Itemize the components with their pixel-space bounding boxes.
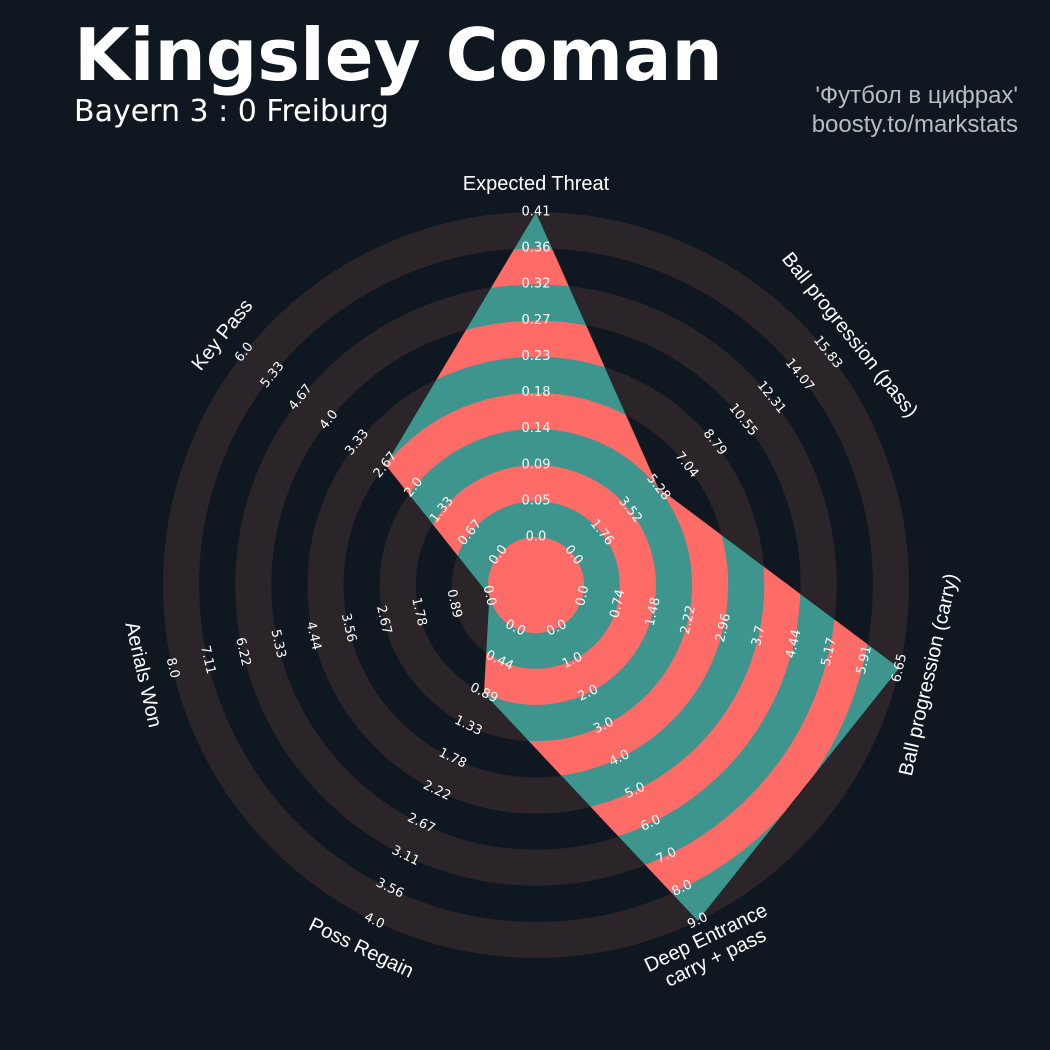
param-label-line: Expected Threat bbox=[463, 173, 610, 195]
tick-label: 0.23 bbox=[522, 349, 551, 364]
tick-label: 0.41 bbox=[522, 205, 551, 220]
credit-block: 'Футбол в цифрах' boosty.to/markstats bbox=[812, 82, 1018, 140]
param-label: Aerials Won bbox=[120, 620, 165, 730]
center-disc bbox=[488, 537, 584, 633]
tick-label: 5.17 bbox=[819, 636, 840, 668]
tick-label: 8.0 bbox=[163, 656, 182, 680]
tick-label: 3.7 bbox=[749, 624, 768, 648]
tick-label: 0.89 bbox=[443, 588, 464, 620]
tick-label: 0.0 bbox=[480, 584, 499, 608]
tick-label: 6.65 bbox=[889, 652, 910, 684]
tick-label: 6.22 bbox=[232, 636, 253, 668]
credit-line-2: boosty.to/markstats bbox=[811, 110, 1018, 138]
credit-line-1: 'Футбол в цифрах' bbox=[815, 82, 1018, 109]
tick-label: 2.22 bbox=[678, 604, 699, 636]
player-name-title: Kingsley Coman bbox=[74, 13, 723, 97]
tick-label: 0.05 bbox=[522, 493, 551, 508]
tick-label: 0.18 bbox=[522, 385, 551, 400]
tick-label: 0.74 bbox=[607, 588, 628, 620]
tick-label: 0.36 bbox=[522, 241, 551, 256]
tick-label: 0.32 bbox=[522, 277, 551, 292]
tick-label: 0.0 bbox=[573, 584, 592, 608]
tick-label: 2.67 bbox=[373, 604, 394, 636]
tick-label: 4.44 bbox=[783, 628, 804, 660]
tick-label: 4.44 bbox=[303, 620, 324, 652]
tick-label: 0.0 bbox=[526, 530, 547, 545]
tick-label: 0.27 bbox=[522, 313, 551, 328]
match-subtitle: Bayern 3 : 0 Freiburg bbox=[74, 94, 389, 129]
tick-label: 1.78 bbox=[408, 596, 429, 628]
param-label-line: Aerials Won bbox=[120, 620, 165, 730]
tick-label: 2.96 bbox=[713, 612, 734, 644]
tick-label: 0.09 bbox=[522, 457, 551, 472]
radar-polygon-outline bbox=[385, 211, 901, 922]
tick-label: 5.33 bbox=[267, 628, 288, 660]
param-label: Expected Threat bbox=[463, 173, 610, 195]
tick-label: 7.11 bbox=[197, 644, 218, 676]
tick-label: 0.14 bbox=[522, 421, 551, 436]
tick-label: 3.56 bbox=[338, 612, 359, 644]
tick-label: 5.91 bbox=[854, 644, 875, 676]
tick-label: 1.48 bbox=[643, 596, 664, 628]
